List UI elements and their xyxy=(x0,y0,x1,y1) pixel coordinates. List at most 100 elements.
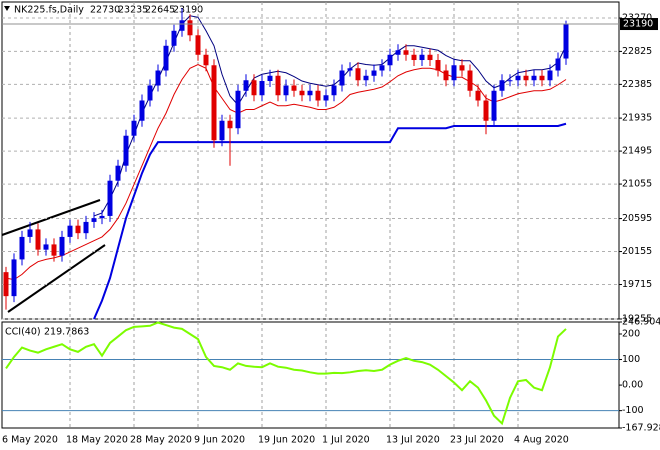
x-tick-label: 19 Jun 2020 xyxy=(258,435,315,446)
header-close: 23190 xyxy=(173,5,203,16)
candle-body xyxy=(139,100,145,121)
candle-body xyxy=(523,75,529,81)
candle-body xyxy=(51,244,57,256)
y-tick-label: 200 xyxy=(622,328,640,339)
candle-body xyxy=(43,244,49,250)
y-tick-label: -100 xyxy=(622,405,644,416)
candle-body xyxy=(35,229,41,250)
cci-line xyxy=(5,321,567,426)
header-open: 22730 xyxy=(90,5,120,16)
x-tick-label: 1 Jul 2020 xyxy=(322,435,370,446)
candle-body xyxy=(83,221,89,234)
y-tick-label: -167.928 xyxy=(622,423,660,434)
header-low: 22645 xyxy=(145,5,175,16)
candle-body xyxy=(371,70,377,76)
menu-arrow[interactable] xyxy=(4,6,10,11)
candle-body xyxy=(483,100,489,121)
candle-body xyxy=(331,85,337,96)
candle-body xyxy=(507,80,513,82)
candle-body xyxy=(459,65,465,71)
candle-body xyxy=(91,218,97,222)
candle-body xyxy=(195,35,201,55)
candle-body xyxy=(235,90,241,129)
candle-body xyxy=(379,65,385,71)
candle-body xyxy=(203,54,209,66)
candle-body xyxy=(259,81,265,96)
candle-body xyxy=(115,165,121,181)
candle-body xyxy=(395,50,401,55)
candle-body xyxy=(491,90,497,121)
trend-line xyxy=(1,199,101,236)
candle-body xyxy=(155,70,161,86)
candle-body xyxy=(531,75,537,81)
candle-body xyxy=(547,70,553,81)
indicator-line xyxy=(5,63,567,281)
candle-body xyxy=(403,50,409,55)
candle-body xyxy=(227,120,233,129)
candle-body xyxy=(75,225,81,234)
current-price-box xyxy=(620,18,658,31)
candle-body xyxy=(267,75,273,82)
y-tick-label: 22385 xyxy=(622,79,652,90)
candle-body xyxy=(163,45,169,71)
x-tick-label: 9 Jun 2020 xyxy=(194,435,245,446)
candle-body xyxy=(67,225,73,237)
cci-title: CCI(40) xyxy=(5,327,41,338)
candle-body xyxy=(107,180,113,216)
y-tick-label: 22825 xyxy=(622,46,652,57)
y-tick-label: 0.00 xyxy=(622,380,643,391)
y-tick-label: 100 xyxy=(622,354,640,365)
candle-body xyxy=(499,80,505,91)
indicator-line xyxy=(93,15,567,217)
candle-body xyxy=(187,20,193,36)
candle-body xyxy=(123,135,129,166)
candle-body xyxy=(555,58,561,71)
candle-body xyxy=(427,54,433,61)
candle-body xyxy=(251,80,257,96)
x-tick-label: 23 Jul 2020 xyxy=(450,435,504,446)
candle-body xyxy=(315,90,321,101)
cci-value: 219.7863 xyxy=(44,327,89,338)
cci-panel-frame xyxy=(1,321,620,429)
x-tick-label: 4 Aug 2020 xyxy=(514,435,569,446)
candle-body xyxy=(435,60,441,71)
x-tick-label: 28 May 2020 xyxy=(130,435,192,446)
y-tick-label: 19715 xyxy=(622,279,652,290)
candle-body xyxy=(59,236,65,256)
candle-body xyxy=(147,85,153,101)
candle-body xyxy=(11,259,17,297)
candle-body xyxy=(27,229,33,237)
y-tick-label: 21935 xyxy=(622,113,652,124)
candle-body xyxy=(3,272,9,297)
indicator-line xyxy=(93,122,567,320)
y-tick-label: 20595 xyxy=(622,213,652,224)
candle-body xyxy=(411,54,417,61)
candle-body xyxy=(387,54,393,66)
candle-body xyxy=(219,120,225,141)
candle-body xyxy=(443,70,449,81)
candle-body xyxy=(363,75,369,81)
candle-body xyxy=(339,70,345,86)
candle-body xyxy=(211,65,217,141)
candle-body xyxy=(539,75,545,81)
y-tick-label: 19255 xyxy=(622,314,652,325)
x-tick-label: 13 Jul 2020 xyxy=(386,435,440,446)
y-tick-label: 21495 xyxy=(622,146,652,157)
candle-body xyxy=(347,68,353,71)
candle-body xyxy=(179,20,185,31)
candle-body xyxy=(475,90,481,101)
y-tick-label: 20155 xyxy=(622,246,652,257)
candle-body xyxy=(419,54,425,61)
y-tick-label: 21055 xyxy=(622,179,652,190)
candle-body xyxy=(451,65,457,81)
candle-body xyxy=(467,70,473,91)
candle-body xyxy=(19,236,25,260)
candle-body xyxy=(99,215,105,219)
header-high: 23235 xyxy=(118,5,148,16)
candle-body xyxy=(275,75,281,96)
candle-body xyxy=(355,68,361,81)
symbol-title: NK225.fs,Daily xyxy=(14,5,84,16)
candle-body xyxy=(131,120,137,136)
